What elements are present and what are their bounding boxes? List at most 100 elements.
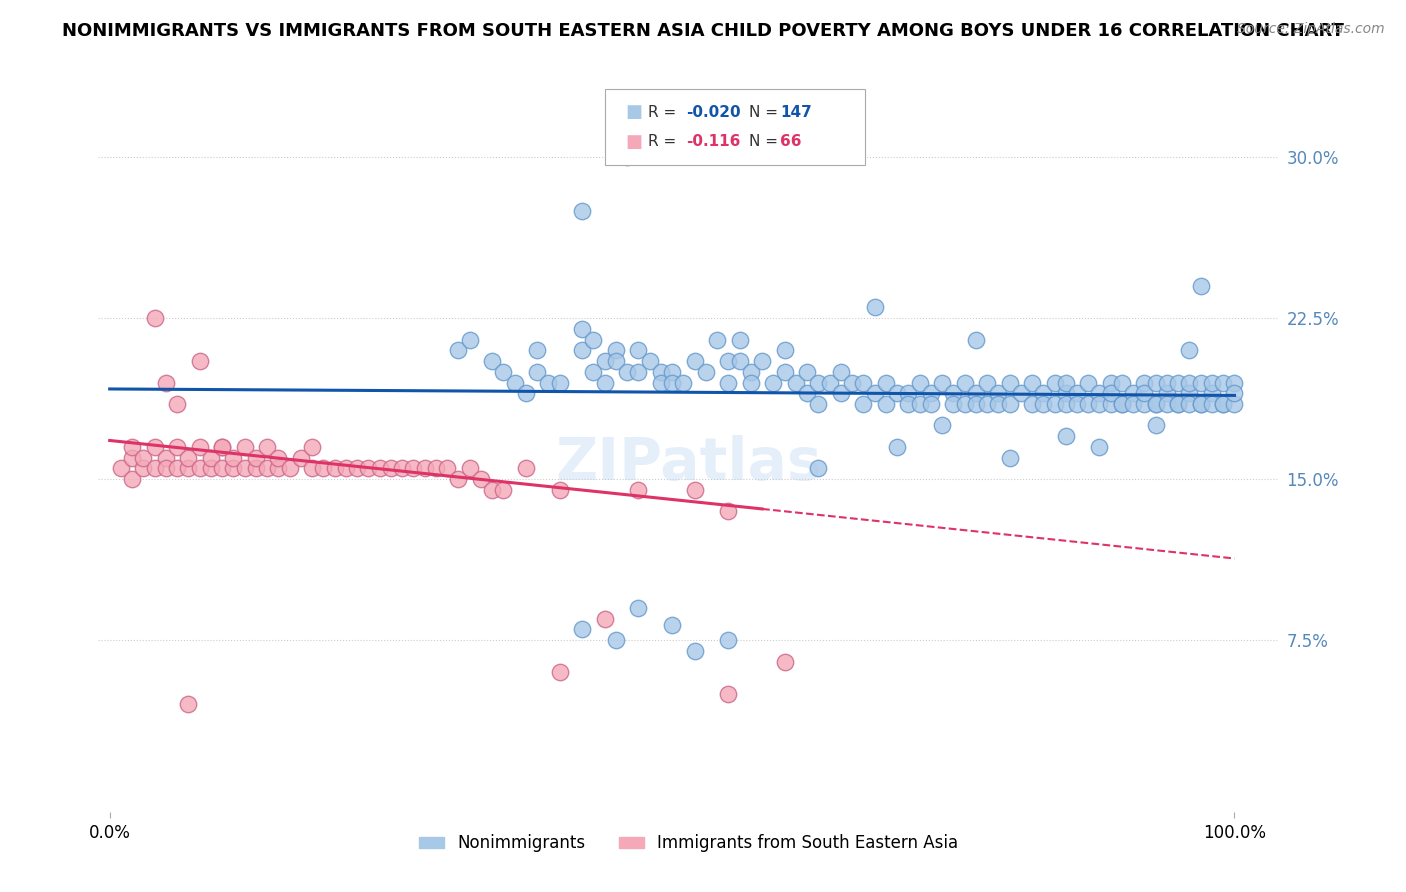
Point: [515, 461, 537, 475]
Point: [245, 461, 267, 475]
Point: [717, 354, 740, 368]
Point: [1133, 386, 1156, 401]
Point: [1032, 397, 1054, 411]
Point: [627, 600, 650, 615]
Point: [301, 440, 323, 454]
Point: [121, 472, 143, 486]
Point: [301, 461, 323, 475]
Point: [290, 450, 312, 465]
Point: [1066, 386, 1088, 401]
Point: [1212, 397, 1234, 411]
Legend: Nonimmigrants, Immigrants from South Eastern Asia: Nonimmigrants, Immigrants from South Eas…: [412, 828, 966, 859]
Point: [256, 440, 278, 454]
Point: [785, 376, 807, 390]
Point: [773, 343, 796, 358]
Point: [278, 461, 301, 475]
Point: [762, 376, 785, 390]
Point: [1201, 397, 1223, 411]
Point: [683, 644, 706, 658]
Point: [683, 483, 706, 497]
Point: [166, 397, 188, 411]
Point: [1212, 376, 1234, 390]
Point: [998, 450, 1021, 465]
Point: [155, 450, 177, 465]
Point: [987, 397, 1010, 411]
Point: [1156, 376, 1178, 390]
Point: [548, 376, 571, 390]
Text: ZIPatlas: ZIPatlas: [555, 435, 823, 492]
Point: [323, 461, 346, 475]
Point: [1223, 397, 1246, 411]
Point: [1156, 386, 1178, 401]
Point: [875, 376, 897, 390]
Point: [773, 655, 796, 669]
Point: [1178, 376, 1201, 390]
Point: [503, 376, 526, 390]
Point: [1189, 376, 1212, 390]
Point: [1054, 386, 1077, 401]
Point: [1054, 429, 1077, 443]
Point: [897, 397, 920, 411]
Point: [953, 376, 976, 390]
Point: [886, 386, 908, 401]
Point: [1223, 376, 1246, 390]
Point: [818, 376, 841, 390]
Point: [312, 461, 335, 475]
Point: [515, 386, 537, 401]
Point: [627, 343, 650, 358]
Point: [605, 633, 627, 648]
Point: [1133, 397, 1156, 411]
Point: [1144, 376, 1167, 390]
Point: [132, 461, 155, 475]
Point: [1167, 397, 1189, 411]
Point: [920, 386, 942, 401]
Point: [222, 450, 245, 465]
Point: [267, 461, 290, 475]
Point: [1010, 386, 1032, 401]
Point: [998, 397, 1021, 411]
Point: [1156, 397, 1178, 411]
Point: [650, 365, 672, 379]
Point: [627, 365, 650, 379]
Point: [931, 418, 953, 433]
Point: [706, 333, 728, 347]
Point: [1021, 376, 1043, 390]
Text: 147: 147: [780, 105, 813, 120]
Point: [1189, 279, 1212, 293]
Point: [672, 376, 695, 390]
Point: [121, 440, 143, 454]
Point: [211, 440, 233, 454]
Point: [177, 698, 200, 712]
Point: [200, 450, 222, 465]
Point: [121, 450, 143, 465]
Point: [1189, 397, 1212, 411]
Point: [526, 343, 548, 358]
Point: [593, 611, 616, 625]
Point: [593, 354, 616, 368]
Text: Source: ZipAtlas.com: Source: ZipAtlas.com: [1237, 22, 1385, 37]
Point: [683, 354, 706, 368]
Point: [267, 450, 290, 465]
Point: [526, 365, 548, 379]
Point: [807, 461, 830, 475]
Point: [481, 354, 503, 368]
Point: [481, 483, 503, 497]
Point: [740, 376, 762, 390]
Point: [537, 376, 560, 390]
Point: [661, 365, 683, 379]
Point: [728, 354, 751, 368]
Point: [1043, 376, 1066, 390]
Point: [233, 440, 256, 454]
Point: [571, 623, 593, 637]
Point: [1099, 376, 1122, 390]
Point: [1122, 397, 1144, 411]
Text: -0.020: -0.020: [686, 105, 741, 120]
Point: [571, 343, 593, 358]
Point: [830, 386, 852, 401]
Point: [875, 397, 897, 411]
Text: R =: R =: [648, 135, 676, 149]
Point: [605, 343, 627, 358]
Point: [548, 665, 571, 680]
Point: [1133, 376, 1156, 390]
Point: [717, 687, 740, 701]
